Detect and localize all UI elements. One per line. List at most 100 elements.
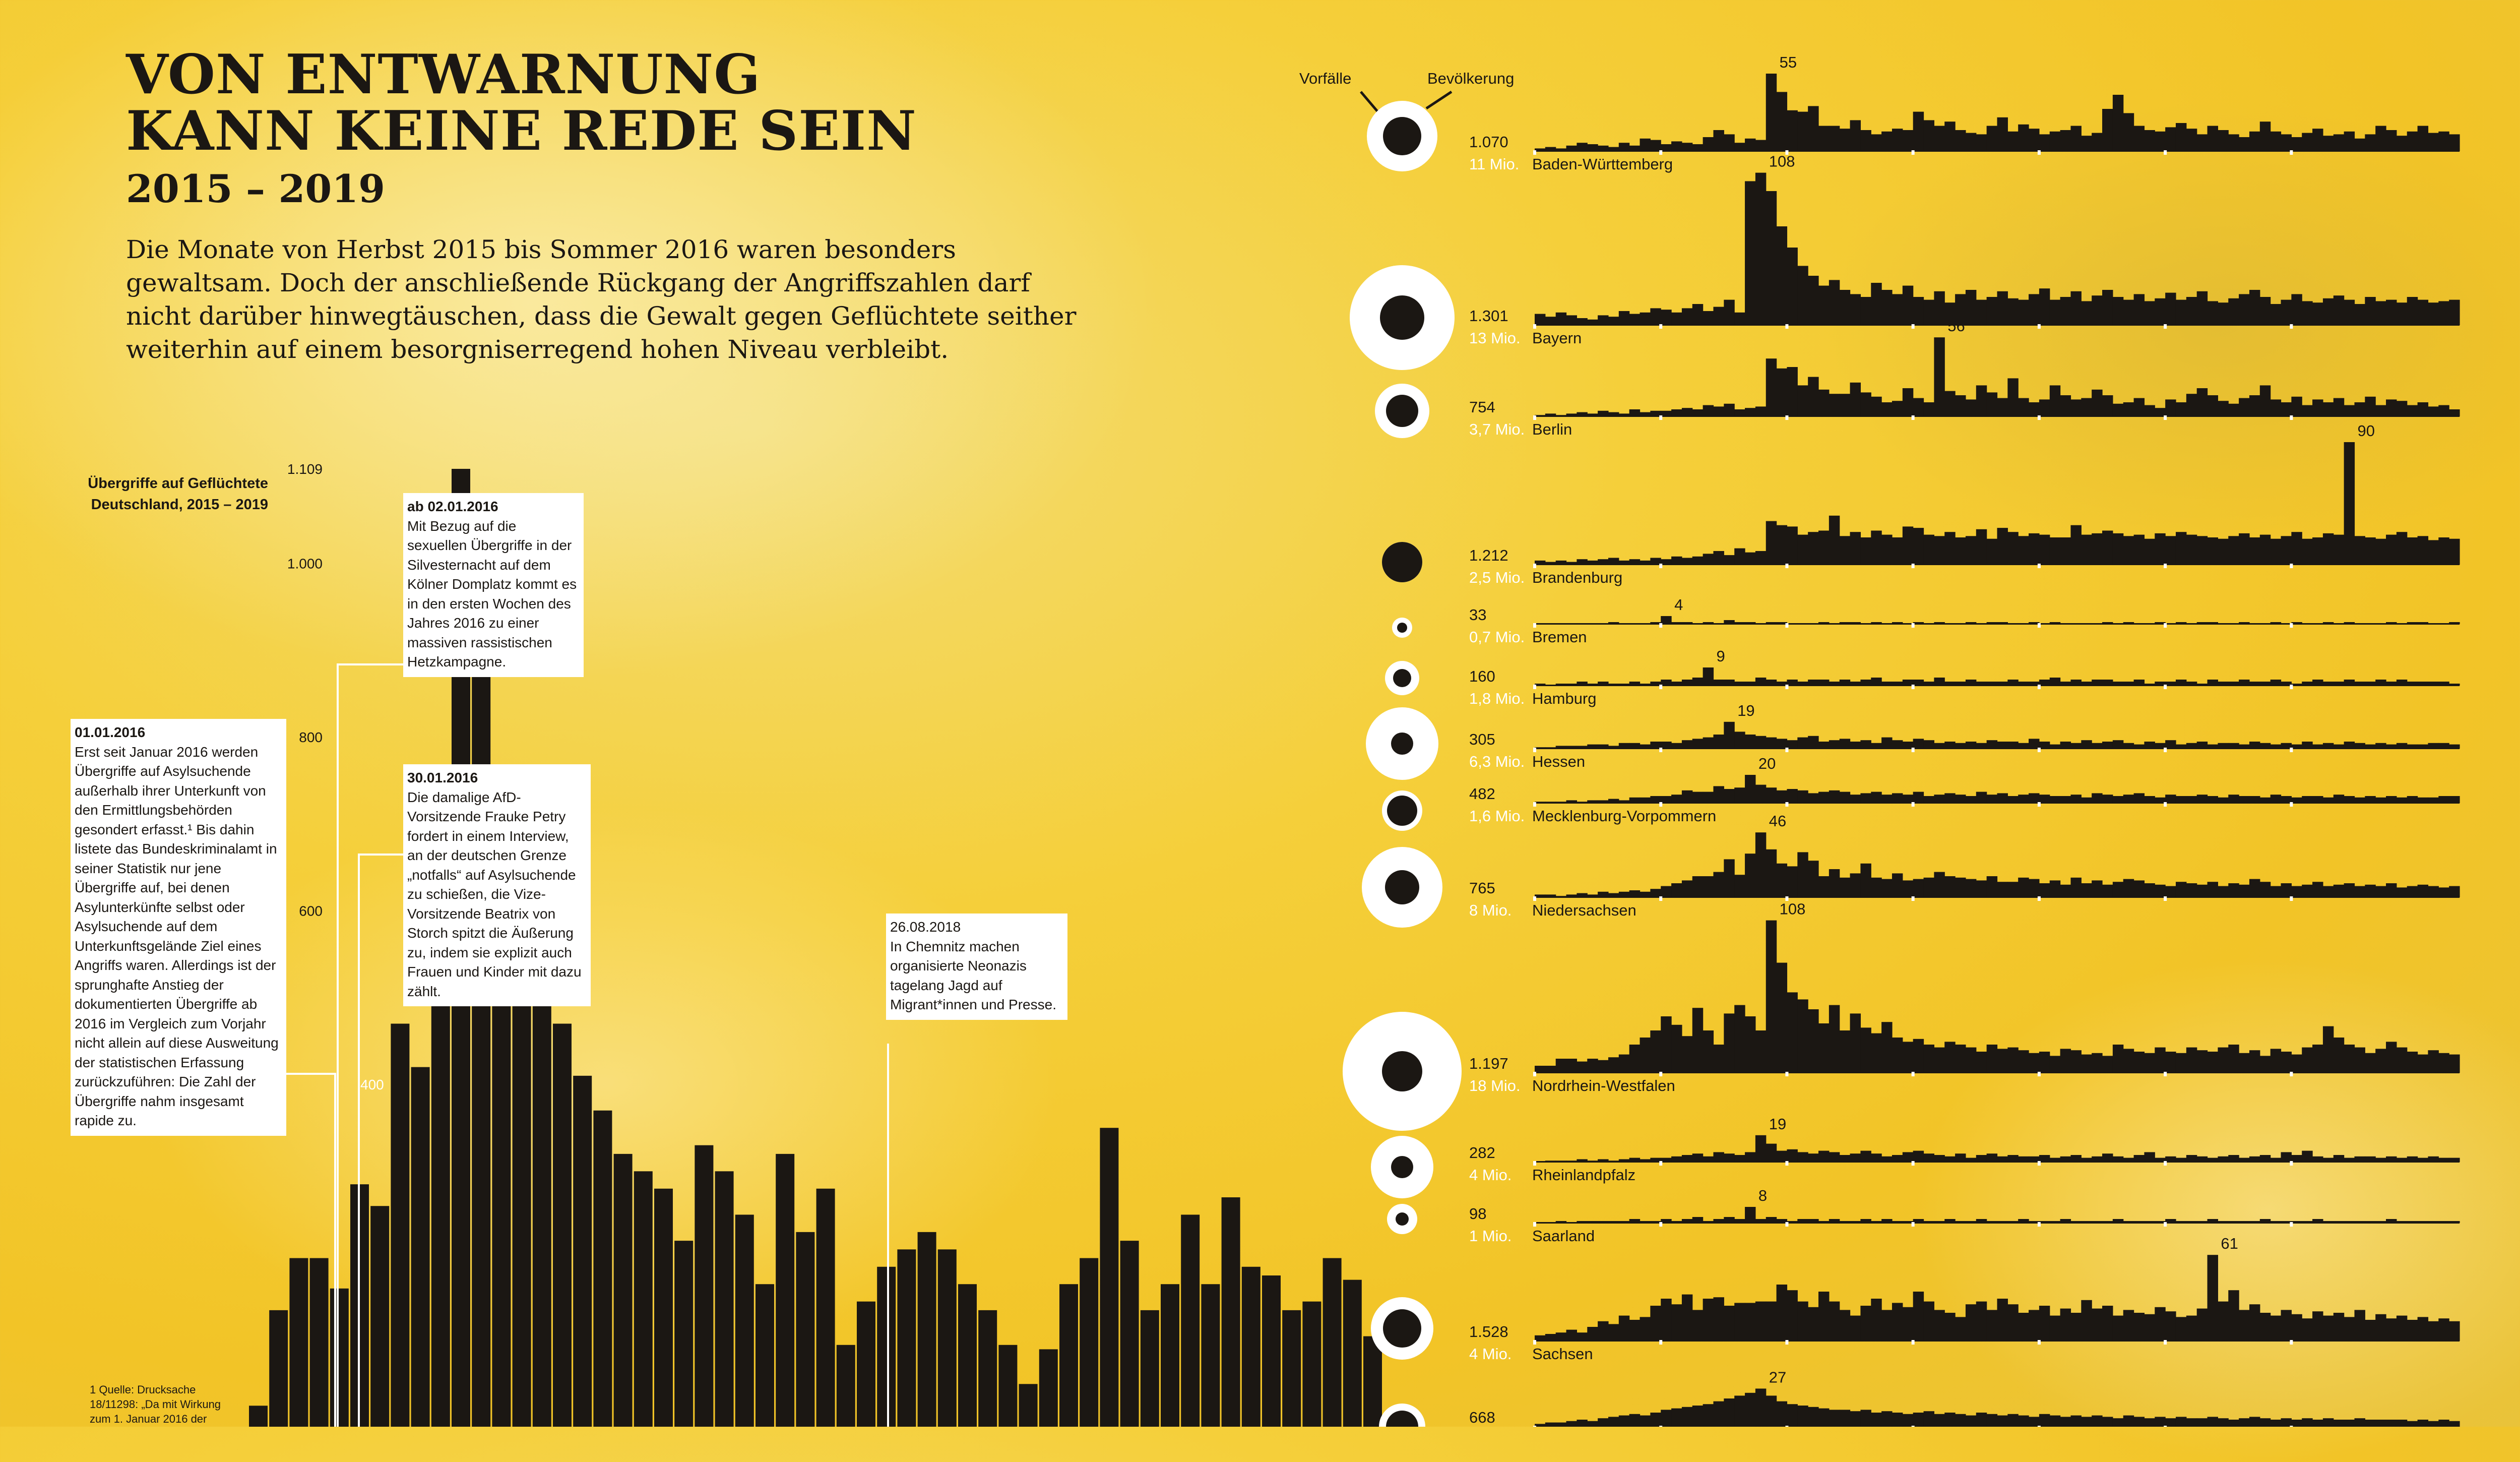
state-chart-bar <box>2396 1047 2408 1073</box>
state-chart-bar <box>1618 1054 1630 1073</box>
state-chart-bar <box>2312 796 2323 803</box>
state-chart-bar <box>1629 1158 1641 1162</box>
annotation-connector <box>358 854 403 1427</box>
state-chart-bar <box>1766 521 1777 565</box>
state-chart-bar <box>2218 538 2229 565</box>
state-chart-bar <box>2092 680 2103 686</box>
page-subtitle: 2015 – 2019 <box>126 166 385 211</box>
title-line-2: KANN KEINE REDE SEIN <box>126 99 917 163</box>
state-chart-bar <box>1671 141 1682 151</box>
state-chart-bar <box>1555 1059 1567 1073</box>
state-chart-bar <box>2070 743 2082 749</box>
state-year-tick <box>2037 748 2041 752</box>
main-chart-bar <box>1221 1197 1240 1427</box>
state-chart-bar <box>1555 560 1567 565</box>
state-chart-bar <box>2259 743 2271 749</box>
state-chart-bar <box>2112 682 2124 686</box>
state-chart-bar <box>1902 795 1914 803</box>
state-chart-bar <box>1766 74 1777 151</box>
state-chart-bar <box>1913 1292 1924 1341</box>
state-year-tick <box>2037 685 2041 689</box>
state-chart-bar <box>2281 1221 2292 1223</box>
state-chart-bar <box>2070 1050 2082 1073</box>
state-chart-bar <box>1587 1161 1598 1162</box>
state-chart-bar <box>1618 560 1630 565</box>
state-chart-bar <box>1829 1301 1840 1341</box>
state-chart-bar <box>2291 1314 2302 1341</box>
state-year-tick <box>1659 802 1663 807</box>
state-chart-bar <box>1902 742 1914 749</box>
state-chart-bar <box>2270 886 2282 897</box>
state-chart-bar <box>2155 1417 2166 1427</box>
state-chart-bar <box>2155 1047 2166 1073</box>
state-chart-bar <box>1703 791 1714 803</box>
state-chart-bar <box>1818 1150 1830 1162</box>
state-chart-bar <box>2092 295 2103 325</box>
state-chart-bar <box>1713 551 1724 565</box>
state-chart-bar <box>1692 1406 1704 1427</box>
state-chart-bar <box>2407 1221 2418 1223</box>
state-chart-bar <box>1934 743 1945 749</box>
state-chart-bar <box>1902 130 1914 151</box>
state-chart-bar <box>1797 266 1808 325</box>
state-chart-bar <box>1997 622 2008 624</box>
main-chart-bar <box>695 1145 714 1427</box>
state-chart-bar <box>2186 394 2197 416</box>
annotation-text: Die damalige AfD-Vorsitzende Frauke Petr… <box>407 789 582 999</box>
state-chart: 20 Mecklenburg-Vorpommern 482 1,6 Mio. <box>1382 755 2460 831</box>
state-year-tick <box>2290 802 2293 807</box>
state-chart-bar <box>2333 1155 2345 1162</box>
state-chart-bar <box>1555 746 1567 749</box>
state-chart-bar <box>2218 130 2229 151</box>
state-chart-bar <box>2060 796 2071 803</box>
state-chart-bar <box>1881 1156 1893 1162</box>
state-chart-bar <box>2239 744 2250 749</box>
state-chart-bar <box>2102 884 2113 897</box>
state-chart-bar <box>2175 532 2187 565</box>
state-chart-bar <box>1797 534 1808 565</box>
state-chart-bar <box>2123 1221 2134 1223</box>
state-chart-bar <box>1850 382 1861 416</box>
annotation-date: 26.08.2018 <box>890 919 961 935</box>
state-chart-bar <box>1976 1301 1987 1341</box>
state-chart-bar <box>2270 399 2282 416</box>
state-chart-bar <box>2144 883 2155 897</box>
state-chart-bar <box>2438 1053 2449 1073</box>
state-year-tick <box>2164 1161 2167 1166</box>
state-chart-bar <box>2165 1219 2176 1223</box>
state-chart-bar <box>1871 877 1882 897</box>
state-chart-bar <box>1797 999 1808 1073</box>
state-chart-bar <box>1850 622 1861 624</box>
state-chart-bar <box>2375 538 2386 565</box>
state-chart-bar <box>2396 680 2408 686</box>
state-chart-bar <box>1566 413 1578 416</box>
main-chart-title-line-1: Übergriffe auf Geflüchtete <box>88 475 268 492</box>
state-chart-bar <box>2344 883 2355 897</box>
state-chart-bar <box>1829 515 1840 565</box>
state-chart-bar <box>2386 1156 2397 1162</box>
state-chart-bar <box>2186 796 2197 803</box>
state-chart-bar <box>2322 402 2334 416</box>
state-year-tick <box>2037 1340 2041 1345</box>
state-chart-bar <box>1892 1038 1903 1073</box>
state-chart-bar <box>2007 298 2019 325</box>
state-chart-bar <box>2155 1221 2166 1223</box>
state-chart-bar <box>1871 134 1882 151</box>
state-chart-bar <box>1913 111 1924 151</box>
state-chart-bar <box>1944 1413 1956 1427</box>
state-chart-bar <box>2417 1221 2429 1223</box>
state-chart-bar <box>2354 304 2365 325</box>
state-chart-bar <box>2175 402 2187 416</box>
state-chart-bar <box>2417 1054 2429 1073</box>
state-chart-bar <box>2375 1221 2386 1223</box>
state-chart-bar <box>2354 1310 2365 1341</box>
state-chart-bar <box>2018 1415 2029 1427</box>
state-chart-bar <box>1577 802 1588 803</box>
state-chart-bar <box>2333 744 2345 749</box>
state-chart-bar <box>2123 1158 2134 1162</box>
state-chart-bar <box>1787 367 1798 416</box>
state-population-label: 1,8 Mio. <box>1469 690 1525 707</box>
state-chart-bar <box>2354 1156 2365 1162</box>
state-chart-bar <box>1608 746 1619 749</box>
state-chart-bar <box>1829 682 1840 686</box>
